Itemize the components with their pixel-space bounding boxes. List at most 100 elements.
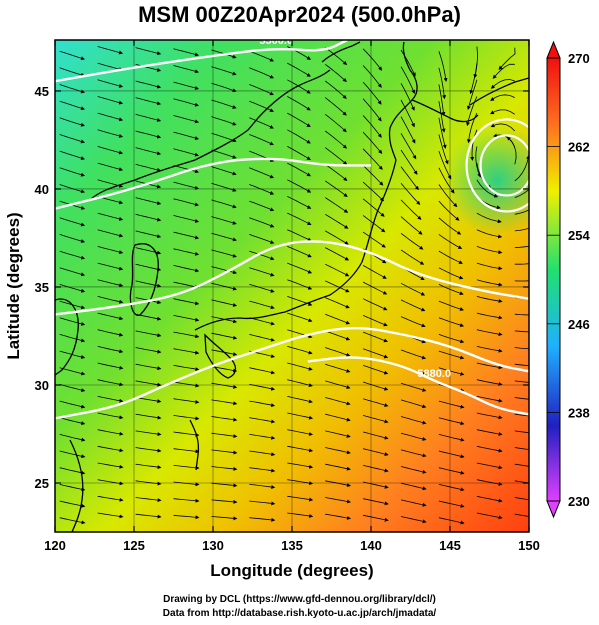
streamline-arrow (173, 381, 200, 388)
streamline-arrow (211, 466, 238, 471)
streamline-arrow (173, 348, 200, 355)
streamline-arrow (325, 447, 351, 455)
streamline-arrow (59, 484, 86, 492)
streamline-arrow (97, 112, 124, 122)
streamline-arrow (363, 514, 389, 522)
streamline-arrow (362, 398, 389, 407)
streamline-arrow (249, 100, 274, 112)
streamline-arrow (249, 234, 275, 244)
streamline-arrow (97, 46, 124, 55)
colorbar-tick-label: 246 (568, 317, 590, 332)
streamline-arrow (97, 346, 124, 354)
streamline-arrow (97, 462, 124, 469)
streamline-arrow (476, 179, 499, 198)
credit-drawing: Drawing by DCL (https://www.gfd-dennou.o… (163, 594, 436, 605)
streamline-arrow (324, 147, 348, 165)
streamline-arrow (287, 229, 312, 242)
streamline-arrow (438, 367, 465, 376)
streamline-arrow (97, 229, 124, 238)
streamline-arrow (438, 317, 465, 327)
streamline-arrow (97, 79, 124, 88)
y-tick-label: 45 (35, 84, 49, 99)
streamline-arrow (59, 67, 85, 77)
streamline-arrow (173, 65, 199, 74)
streamline-arrow (249, 284, 275, 293)
streamline-arrow (476, 396, 503, 403)
streamline-arrow (287, 312, 313, 323)
streamline-arrow (59, 367, 86, 376)
streamline-arrow (173, 298, 200, 306)
streamline-arrow (211, 182, 237, 192)
lat-lon-grid (55, 40, 529, 532)
streamline-arrow (59, 317, 86, 326)
streamline-arrow (476, 429, 503, 436)
colorbar-tick-label: 270 (568, 51, 590, 66)
streamline-arrow (514, 347, 529, 350)
streamline-arrow (476, 346, 503, 353)
streamline-arrow (135, 347, 162, 354)
contour-line (55, 326, 529, 420)
streamline-arrow (59, 50, 85, 61)
streamline-arrow (173, 131, 199, 140)
streamline-arrow (249, 200, 275, 212)
streamline-arrow (325, 263, 350, 277)
streamline-arrow (362, 48, 383, 71)
streamline-arrow (476, 312, 503, 320)
streamline-arrow (287, 212, 312, 225)
streamline-arrow (514, 463, 529, 467)
streamline-arrow (97, 129, 124, 138)
streamline-arrow (287, 112, 311, 128)
streamline-arrow (97, 146, 124, 155)
streamline-arrow (514, 209, 529, 215)
streamline-arrow (362, 365, 389, 375)
streamline-arrow (400, 466, 427, 474)
streamline-arrow (211, 166, 237, 176)
streamline-arrow (59, 467, 86, 475)
streamline-arrow (59, 100, 85, 111)
streamline-arrow (287, 246, 312, 258)
streamline-arrow (287, 62, 311, 77)
streamline-arrow (173, 331, 200, 339)
streamline-arrow (173, 48, 199, 57)
streamline-arrow (135, 263, 162, 272)
streamline-arrow (438, 434, 465, 442)
streamline-arrow (287, 346, 313, 355)
streamline-arrow (97, 362, 124, 370)
streamline-arrow (173, 98, 199, 107)
streamline-arrow (400, 199, 422, 220)
streamline-arrow (476, 296, 503, 303)
streamline-arrow (438, 117, 447, 149)
streamline-arrow (490, 123, 516, 132)
streamline-arrow (514, 280, 529, 282)
streamline-arrow (97, 445, 124, 453)
streamline-arrow (325, 297, 350, 309)
streamline-arrow (476, 279, 503, 287)
streamline-arrow (438, 51, 448, 82)
streamline-arrow (173, 431, 200, 437)
coastline (55, 41, 529, 532)
y-axis-label: Latitude (degrees) (4, 212, 23, 359)
streamline-arrow (476, 262, 503, 271)
streamline-arrow (325, 513, 351, 520)
x-tick-label: 120 (44, 538, 66, 553)
streamline-arrow (287, 362, 313, 371)
streamline-arrow (514, 245, 529, 248)
streamline-arrow (135, 130, 162, 139)
streamline-arrow (249, 517, 276, 522)
streamline-arrow (476, 229, 503, 239)
colorbar-tick-label: 262 (568, 140, 590, 155)
streamline-arrow (438, 217, 462, 235)
streamline-arrow (211, 149, 237, 159)
streamline-arrow (59, 267, 86, 277)
streamline-arrow (362, 415, 389, 424)
streamline-arrow (362, 98, 382, 122)
streamline-arrow (97, 379, 124, 387)
streamline-arrow (514, 188, 529, 198)
streamline-arrow (249, 334, 275, 342)
streamline-arrow (400, 149, 418, 175)
streamline-arrow (363, 448, 389, 456)
streamline-arrow (135, 280, 162, 288)
streamline-arrow (324, 47, 348, 66)
streamline-arrow (362, 181, 385, 202)
streamline-arrow (438, 400, 465, 409)
